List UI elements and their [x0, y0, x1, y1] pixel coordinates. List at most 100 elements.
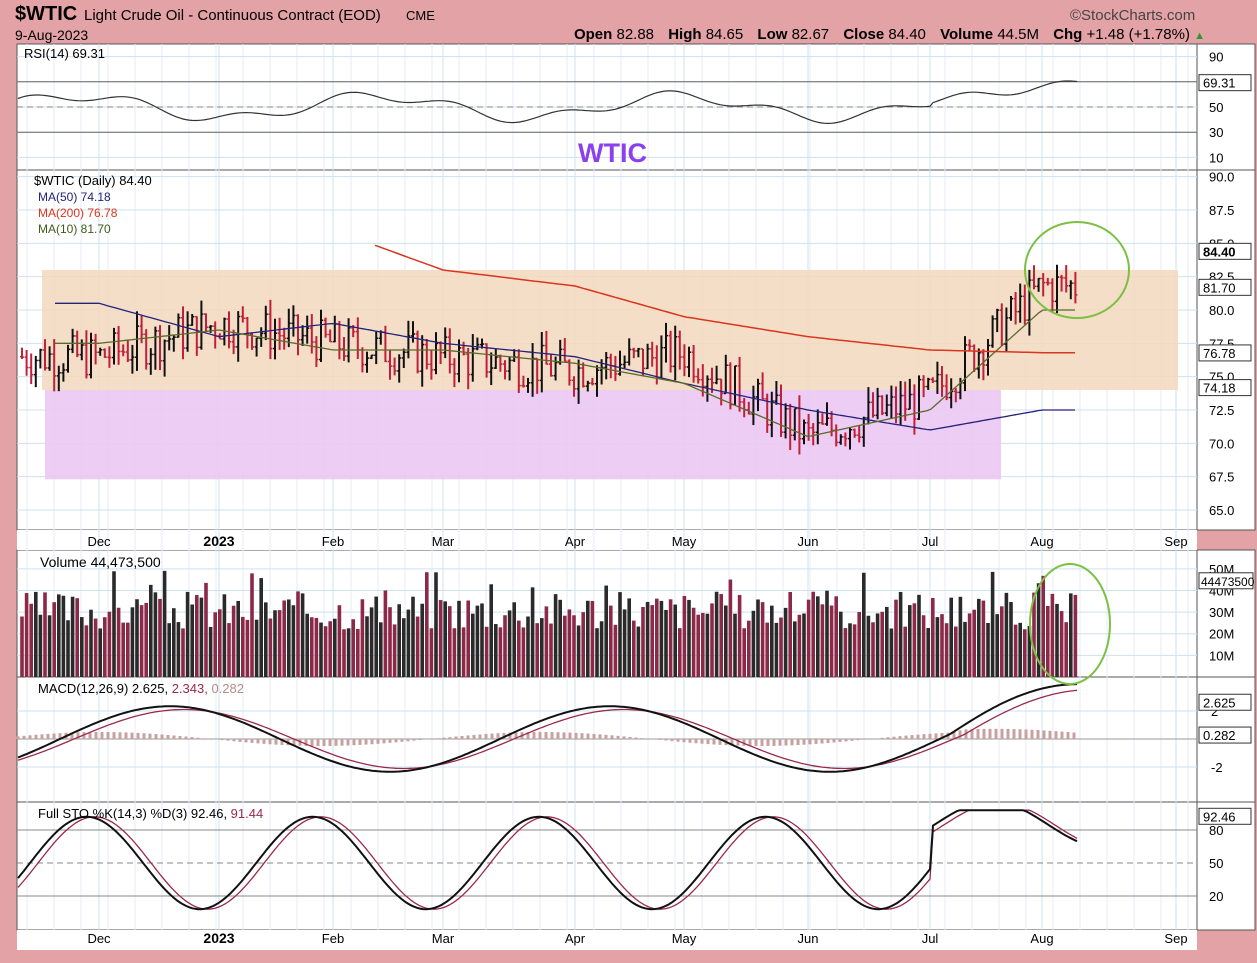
volume-bar [351, 619, 355, 677]
macd-hist-bar [1030, 729, 1034, 739]
macd-hist-bar [640, 738, 644, 739]
volume-bar [613, 624, 618, 677]
volume-bar [484, 626, 489, 677]
x-tick-label: Dec [87, 931, 111, 946]
volume-bar [756, 599, 760, 677]
macd-hist-bar [394, 739, 398, 743]
macd-hist-bar [904, 735, 908, 739]
volume-bar [512, 602, 516, 677]
highlight-circle-volume [1029, 563, 1111, 685]
macd-hist-bar [916, 734, 920, 739]
sto-tick-label: 50 [1209, 856, 1223, 871]
x-tick-label: May [672, 534, 697, 549]
x-tick-label: 2023 [203, 930, 234, 946]
x-tick-label: Feb [322, 534, 344, 549]
volume-bar [885, 606, 889, 677]
volume-bar [806, 599, 811, 677]
macd-hist-bar [34, 734, 38, 739]
macd-hist-bar [808, 739, 812, 745]
macd-hist-bar [28, 735, 32, 739]
volume-bar [34, 591, 38, 677]
macd-hist-bar [88, 732, 92, 739]
volume-bar [250, 573, 254, 677]
macd-hist-bar [694, 739, 698, 744]
macd-hist-bar [610, 735, 614, 739]
volume-bar [834, 596, 838, 677]
macd-hist-bar [970, 729, 974, 739]
volume-bar [678, 628, 682, 677]
volume-bar [576, 625, 581, 677]
x-tick-label: Jun [798, 931, 819, 946]
macd-hist-bar [406, 739, 410, 742]
volume-bar [1036, 583, 1041, 677]
volume-bar [765, 622, 769, 677]
volume-bar [277, 610, 282, 677]
ma10-line [55, 309, 1075, 437]
price-badge-box [1198, 379, 1252, 397]
volume-bar [369, 607, 374, 677]
macd-hist-bar [658, 739, 662, 740]
volume-bar [908, 605, 912, 677]
volume-bar [319, 622, 323, 677]
volume-bar [443, 601, 447, 677]
macd-hist-bar [736, 739, 740, 746]
volume-bar [622, 609, 627, 677]
volume-bar [843, 628, 848, 677]
volume-bar [461, 627, 466, 677]
volume-bar [61, 595, 66, 677]
volume-bar [466, 600, 470, 677]
macd-hist-bar [400, 739, 404, 742]
volume-bar [655, 598, 659, 677]
macd-hist-bar [952, 731, 956, 739]
volume-bar [544, 606, 549, 677]
macd-hist-bar [190, 737, 194, 739]
volume-bar [273, 610, 277, 677]
volume-bar [24, 593, 29, 677]
volume-bar [185, 591, 190, 677]
x-tick-label: Apr [565, 931, 586, 946]
volume-bar [139, 605, 144, 677]
volume-bar [438, 600, 443, 677]
volume-bar [770, 605, 774, 677]
macd-hist-bar [928, 733, 932, 739]
volume-bar [135, 599, 139, 677]
volume-bar [29, 603, 33, 677]
volume-bar [599, 621, 604, 677]
volume-bar [590, 600, 595, 677]
volume-bar [875, 613, 880, 677]
x-tick-label: Sep [1164, 534, 1187, 549]
volume-bar [231, 605, 236, 677]
volume-bar [949, 597, 953, 677]
volume-bar [696, 614, 700, 677]
volume-bar [935, 617, 940, 677]
macd-hist-bar [1000, 728, 1004, 739]
volume-bar [737, 594, 742, 677]
volume-bar [793, 621, 797, 677]
volume-bar [291, 605, 296, 677]
volume-bar [112, 571, 116, 677]
volume-bar [204, 582, 208, 677]
volume-bar [300, 593, 305, 677]
macd-hist-bar [496, 733, 500, 739]
macd-hist-bar [1024, 729, 1028, 739]
volume-bar [47, 615, 52, 677]
close-value: 84.40 [888, 26, 926, 43]
volume-bar [1073, 594, 1078, 677]
volume-tick-label: 20M [1209, 627, 1234, 642]
volume-bar [126, 622, 130, 677]
volume-bar [227, 623, 231, 677]
macd-hist-bar [838, 739, 842, 742]
macd-hist-bar [16, 736, 20, 739]
macd-hist-bar [280, 739, 284, 745]
macd-hist-bar [922, 734, 926, 739]
volume-bar [659, 600, 664, 677]
macd-hist-bar [142, 733, 146, 739]
rsi-line [17, 80, 1078, 125]
volume-bar [208, 626, 213, 677]
volume-bar [811, 591, 815, 677]
volume-bar [609, 605, 613, 677]
volume-bar [452, 628, 457, 677]
volume-bar [448, 606, 452, 677]
